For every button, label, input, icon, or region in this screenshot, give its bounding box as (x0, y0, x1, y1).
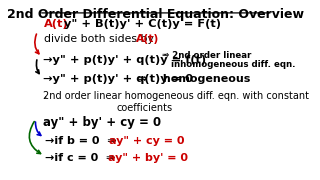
Text: ⇒    homogeneous: ⇒ homogeneous (138, 74, 251, 84)
Text: ay" + by' + cy = 0: ay" + by' + cy = 0 (43, 116, 161, 129)
Text: →y" + p(t)y' + q(t)y = f(t): →y" + p(t)y' + q(t)y = f(t) (43, 55, 206, 65)
Text: →if c = 0  ⇒: →if c = 0 ⇒ (45, 153, 124, 163)
FancyArrowPatch shape (36, 60, 39, 74)
Text: divide both sides by: divide both sides by (44, 35, 157, 44)
Text: coefficients: coefficients (116, 103, 172, 113)
Text: A(t): A(t) (136, 35, 159, 44)
Text: 2nd Order Differential Equation: Overview: 2nd Order Differential Equation: Overvie… (7, 8, 304, 21)
FancyArrowPatch shape (36, 122, 41, 135)
Text: inhomogeneous diff. eqn.: inhomogeneous diff. eqn. (162, 60, 295, 69)
Text: →y" + p(t)y' + q(t)y = 0: →y" + p(t)y' + q(t)y = 0 (43, 74, 193, 84)
Text: ay" + cy = 0: ay" + cy = 0 (109, 136, 185, 145)
FancyArrowPatch shape (29, 122, 41, 154)
Text: ay" + by' = 0: ay" + by' = 0 (108, 153, 188, 163)
Text: A(t): A(t) (44, 19, 68, 29)
Text: →if b = 0  ⇒: →if b = 0 ⇒ (45, 136, 125, 145)
Text: y" + B(t)y' + C(t)y = F(t): y" + B(t)y' + C(t)y = F(t) (64, 19, 221, 29)
Text: ⇒ 2nd order linear: ⇒ 2nd order linear (162, 51, 251, 60)
Text: 2nd order linear homogeneous diff. eqn. with constant: 2nd order linear homogeneous diff. eqn. … (43, 91, 309, 101)
FancyArrowPatch shape (35, 34, 39, 54)
